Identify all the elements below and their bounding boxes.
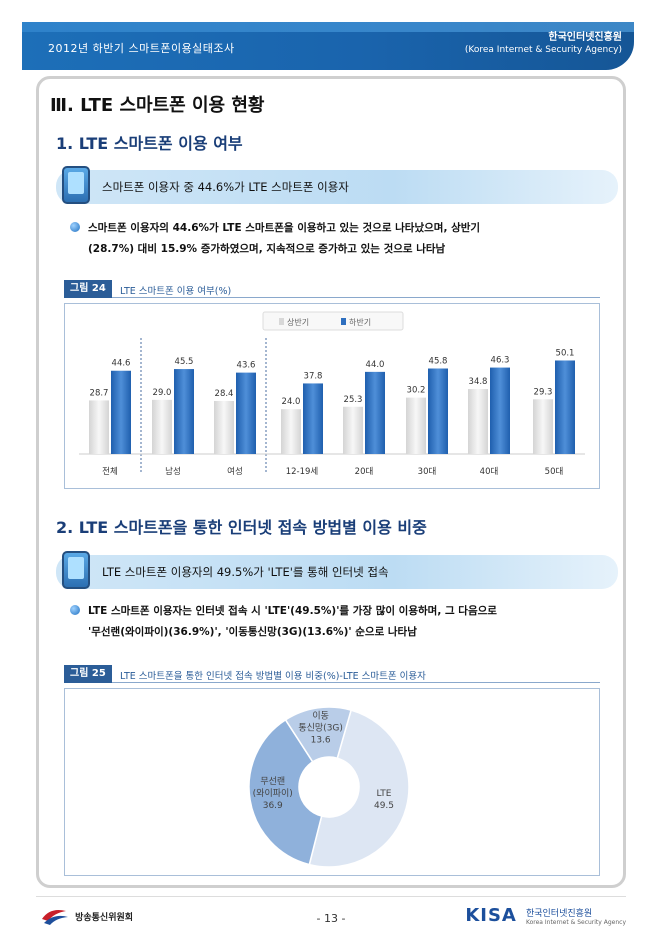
data-label-first-half: 25.3 bbox=[344, 395, 363, 405]
kisa-org-block: 한국인터넷진흥원 Korea Internet & Security Agenc… bbox=[526, 906, 626, 926]
paragraph-1-line2: (28.7%) 대비 15.9% 증가하였으며, 지속적으로 증가하고 있는 것… bbox=[88, 243, 446, 255]
category-label: 50대 bbox=[545, 467, 564, 477]
legend-swatch-second-half bbox=[341, 318, 346, 325]
subsection-1-title: 1. LTE 스마트폰 이용 여부 bbox=[56, 134, 243, 153]
legend-box bbox=[262, 311, 404, 331]
paragraph-1: 스마트폰 이용자의 44.6%가 LTE 스마트폰을 이용하고 있는 것으로 나… bbox=[70, 218, 600, 260]
donut-slice bbox=[284, 706, 353, 763]
legend-label-second-half: 하반기 bbox=[349, 317, 371, 327]
data-label-second-half: 45.8 bbox=[429, 357, 448, 367]
data-label-first-half: 28.4 bbox=[215, 389, 234, 399]
figure-24-caption-text: LTE 스마트폰 이용 여부(%) bbox=[120, 286, 232, 297]
data-label-second-half: 37.8 bbox=[304, 371, 323, 381]
bar-chart-box: 상반기 하반기 28.7 44.6 전체 29.0 45.5 남성 28.4 43.6 여성 24.0… bbox=[64, 303, 600, 489]
bar-second-half bbox=[490, 367, 510, 454]
footer-right-logo: KISA 한국인터넷진흥원 Korea Internet & Security … bbox=[465, 905, 626, 926]
data-label-second-half: 46.3 bbox=[491, 356, 510, 366]
smartphone-icon bbox=[62, 551, 90, 589]
footer-left-logo: 방송통신위원회 bbox=[40, 905, 133, 927]
category-label: 40대 bbox=[480, 467, 499, 477]
data-label-first-half: 29.3 bbox=[534, 387, 553, 397]
data-label-second-half: 43.6 bbox=[237, 361, 256, 371]
figure-24-caption: 그림 24 LTE 스마트폰 이용 여부(%) bbox=[64, 280, 600, 298]
category-label: 남성 bbox=[165, 467, 181, 477]
category-label: 전체 bbox=[102, 466, 118, 477]
bar-first-half bbox=[89, 400, 109, 454]
bar-second-half bbox=[365, 371, 385, 454]
highlight-text-2: LTE 스마트폰 이용자의 49.5%가 'LTE'를 통해 인터넷 접속 bbox=[102, 565, 389, 579]
survey-title: 2012년 하반기 스마트폰이용실태조사 bbox=[48, 42, 235, 55]
bar-first-half bbox=[468, 389, 488, 454]
chart-legend: 상반기 하반기 bbox=[262, 311, 404, 331]
highlight-text-1: 스마트폰 이용자 중 44.6%가 LTE 스마트폰 이용자 bbox=[102, 180, 349, 194]
smartphone-icon bbox=[62, 166, 90, 204]
data-label-second-half: 44.0 bbox=[366, 360, 385, 370]
paragraph-1-line1: 스마트폰 이용자의 44.6%가 LTE 스마트폰을 이용하고 있는 것으로 나… bbox=[88, 222, 481, 234]
data-label-first-half: 28.7 bbox=[90, 388, 109, 398]
donut-slice bbox=[248, 718, 323, 866]
footer-divider bbox=[36, 896, 626, 897]
slice-label: LTE 49.5 bbox=[374, 789, 394, 811]
page-number: - 13 - bbox=[316, 912, 346, 925]
bar-second-half bbox=[555, 360, 575, 454]
figure-25-caption-text: LTE 스마트폰을 통한 인터넷 접속 방법별 이용 비중(%)-LTE 스마트… bbox=[120, 671, 426, 682]
org-name: 한국인터넷진흥원 bbox=[548, 32, 622, 43]
data-label-first-half: 34.8 bbox=[469, 377, 488, 387]
bar-first-half bbox=[343, 406, 363, 454]
subsection-2-title: 2. LTE 스마트폰을 통한 인터넷 접속 방법별 이용 비중 bbox=[56, 518, 427, 537]
category-label: 30대 bbox=[418, 467, 437, 477]
data-label-first-half: 29.0 bbox=[153, 388, 172, 398]
highlight-bar-1: 스마트폰 이용자 중 44.6%가 LTE 스마트폰 이용자 bbox=[56, 166, 618, 204]
figure-25-caption: 그림 25 LTE 스마트폰을 통한 인터넷 접속 방법별 이용 비중(%)-L… bbox=[64, 665, 600, 683]
bar-chart: 상반기 하반기 28.7 44.6 전체 29.0 45.5 남성 28.4 43.6 여성 24.0… bbox=[79, 311, 585, 477]
data-label-second-half: 44.6 bbox=[112, 359, 131, 369]
category-label: 20대 bbox=[355, 467, 374, 477]
kisa-org-name-en: Korea Internet & Security Agency bbox=[525, 918, 626, 926]
bar-first-half bbox=[533, 399, 553, 454]
kisa-org-name: 한국인터넷진흥원 bbox=[525, 908, 593, 919]
bar-second-half bbox=[303, 383, 323, 454]
kcc-logo-icon bbox=[42, 910, 68, 925]
figure-25-tag: 그림 25 bbox=[64, 665, 112, 683]
category-label: 12-19세 bbox=[286, 467, 319, 477]
bar-second-half bbox=[236, 372, 256, 454]
kisa-logo: KISA bbox=[465, 905, 517, 926]
donut-chart: LTE 49.5 무선랜 (와이파이) 36.9이동 통신망(3G) 13.6 bbox=[248, 706, 410, 868]
data-label-second-half: 45.5 bbox=[175, 357, 194, 367]
bar-first-half bbox=[152, 399, 172, 454]
data-label-first-half: 30.2 bbox=[407, 386, 426, 396]
donut-slice bbox=[308, 709, 410, 868]
bar-second-half bbox=[174, 369, 194, 454]
data-label-second-half: 50.1 bbox=[556, 348, 575, 358]
paragraph-2-line2: '무선랜(와이파이)(36.9%)', '이동통신망(3G)(13.6%)' 순… bbox=[88, 626, 417, 638]
legend-label-first-half: 상반기 bbox=[287, 317, 309, 327]
bar-first-half bbox=[406, 397, 426, 454]
bar-first-half bbox=[214, 400, 234, 454]
slice-label: 무선랜 (와이파이) 36.9 bbox=[253, 776, 293, 811]
bar-second-half bbox=[428, 368, 448, 454]
bullet-icon bbox=[70, 222, 80, 232]
figure-24-tag: 그림 24 bbox=[64, 280, 112, 298]
org-name-en: (Korea Internet & Security Agency) bbox=[464, 45, 622, 55]
legend-swatch-first-half bbox=[279, 318, 284, 325]
paragraph-2-line1: LTE 스마트폰 이용자는 인터넷 접속 시 'LTE'(49.5%)'를 가장… bbox=[88, 605, 497, 617]
bar-first-half bbox=[281, 409, 301, 454]
pie-chart-box: LTE 49.5 무선랜 (와이파이) 36.9 이동 통신망(3G) 13.6 bbox=[64, 688, 600, 876]
bullet-icon bbox=[70, 605, 80, 615]
section-title: Ⅲ. LTE 스마트폰 이용 현황 bbox=[50, 95, 265, 116]
paragraph-2: LTE 스마트폰 이용자는 인터넷 접속 시 'LTE'(49.5%)'를 가장… bbox=[70, 601, 600, 643]
highlight-bar-2: LTE 스마트폰 이용자의 49.5%가 'LTE'를 통해 인터넷 접속 bbox=[56, 551, 618, 589]
header-swoosh bbox=[22, 22, 634, 32]
category-label: 여성 bbox=[227, 466, 243, 477]
footer-left-org: 방송통신위원회 bbox=[75, 912, 134, 923]
data-label-first-half: 24.0 bbox=[282, 397, 301, 407]
header-org: 한국인터넷진흥원 (Korea Internet & Security Agen… bbox=[465, 28, 622, 55]
slice-label: 이동 통신망(3G) 13.6 bbox=[298, 711, 343, 746]
bar-second-half bbox=[111, 370, 131, 454]
